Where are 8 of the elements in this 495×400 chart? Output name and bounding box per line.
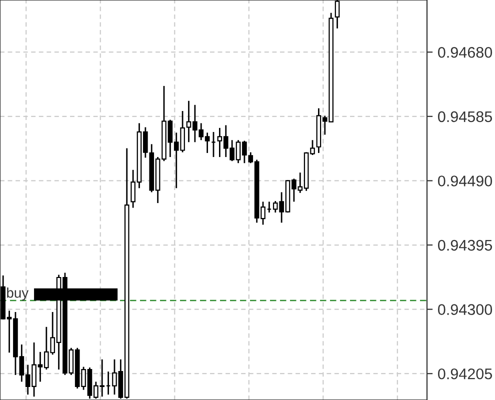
y-tick-label: 0.94680 [438, 46, 492, 58]
y-tick-label: 0.94395 [438, 240, 492, 251]
candlestick [334, 0, 340, 30]
y-tick-label: 0.94205 [438, 368, 492, 380]
ref-line-label: buy [7, 288, 29, 301]
y-tick-label: 0.94300 [438, 304, 492, 315]
y-tick-label: 0.94585 [438, 111, 492, 122]
y-tick-label: 0.94490 [438, 176, 492, 186]
